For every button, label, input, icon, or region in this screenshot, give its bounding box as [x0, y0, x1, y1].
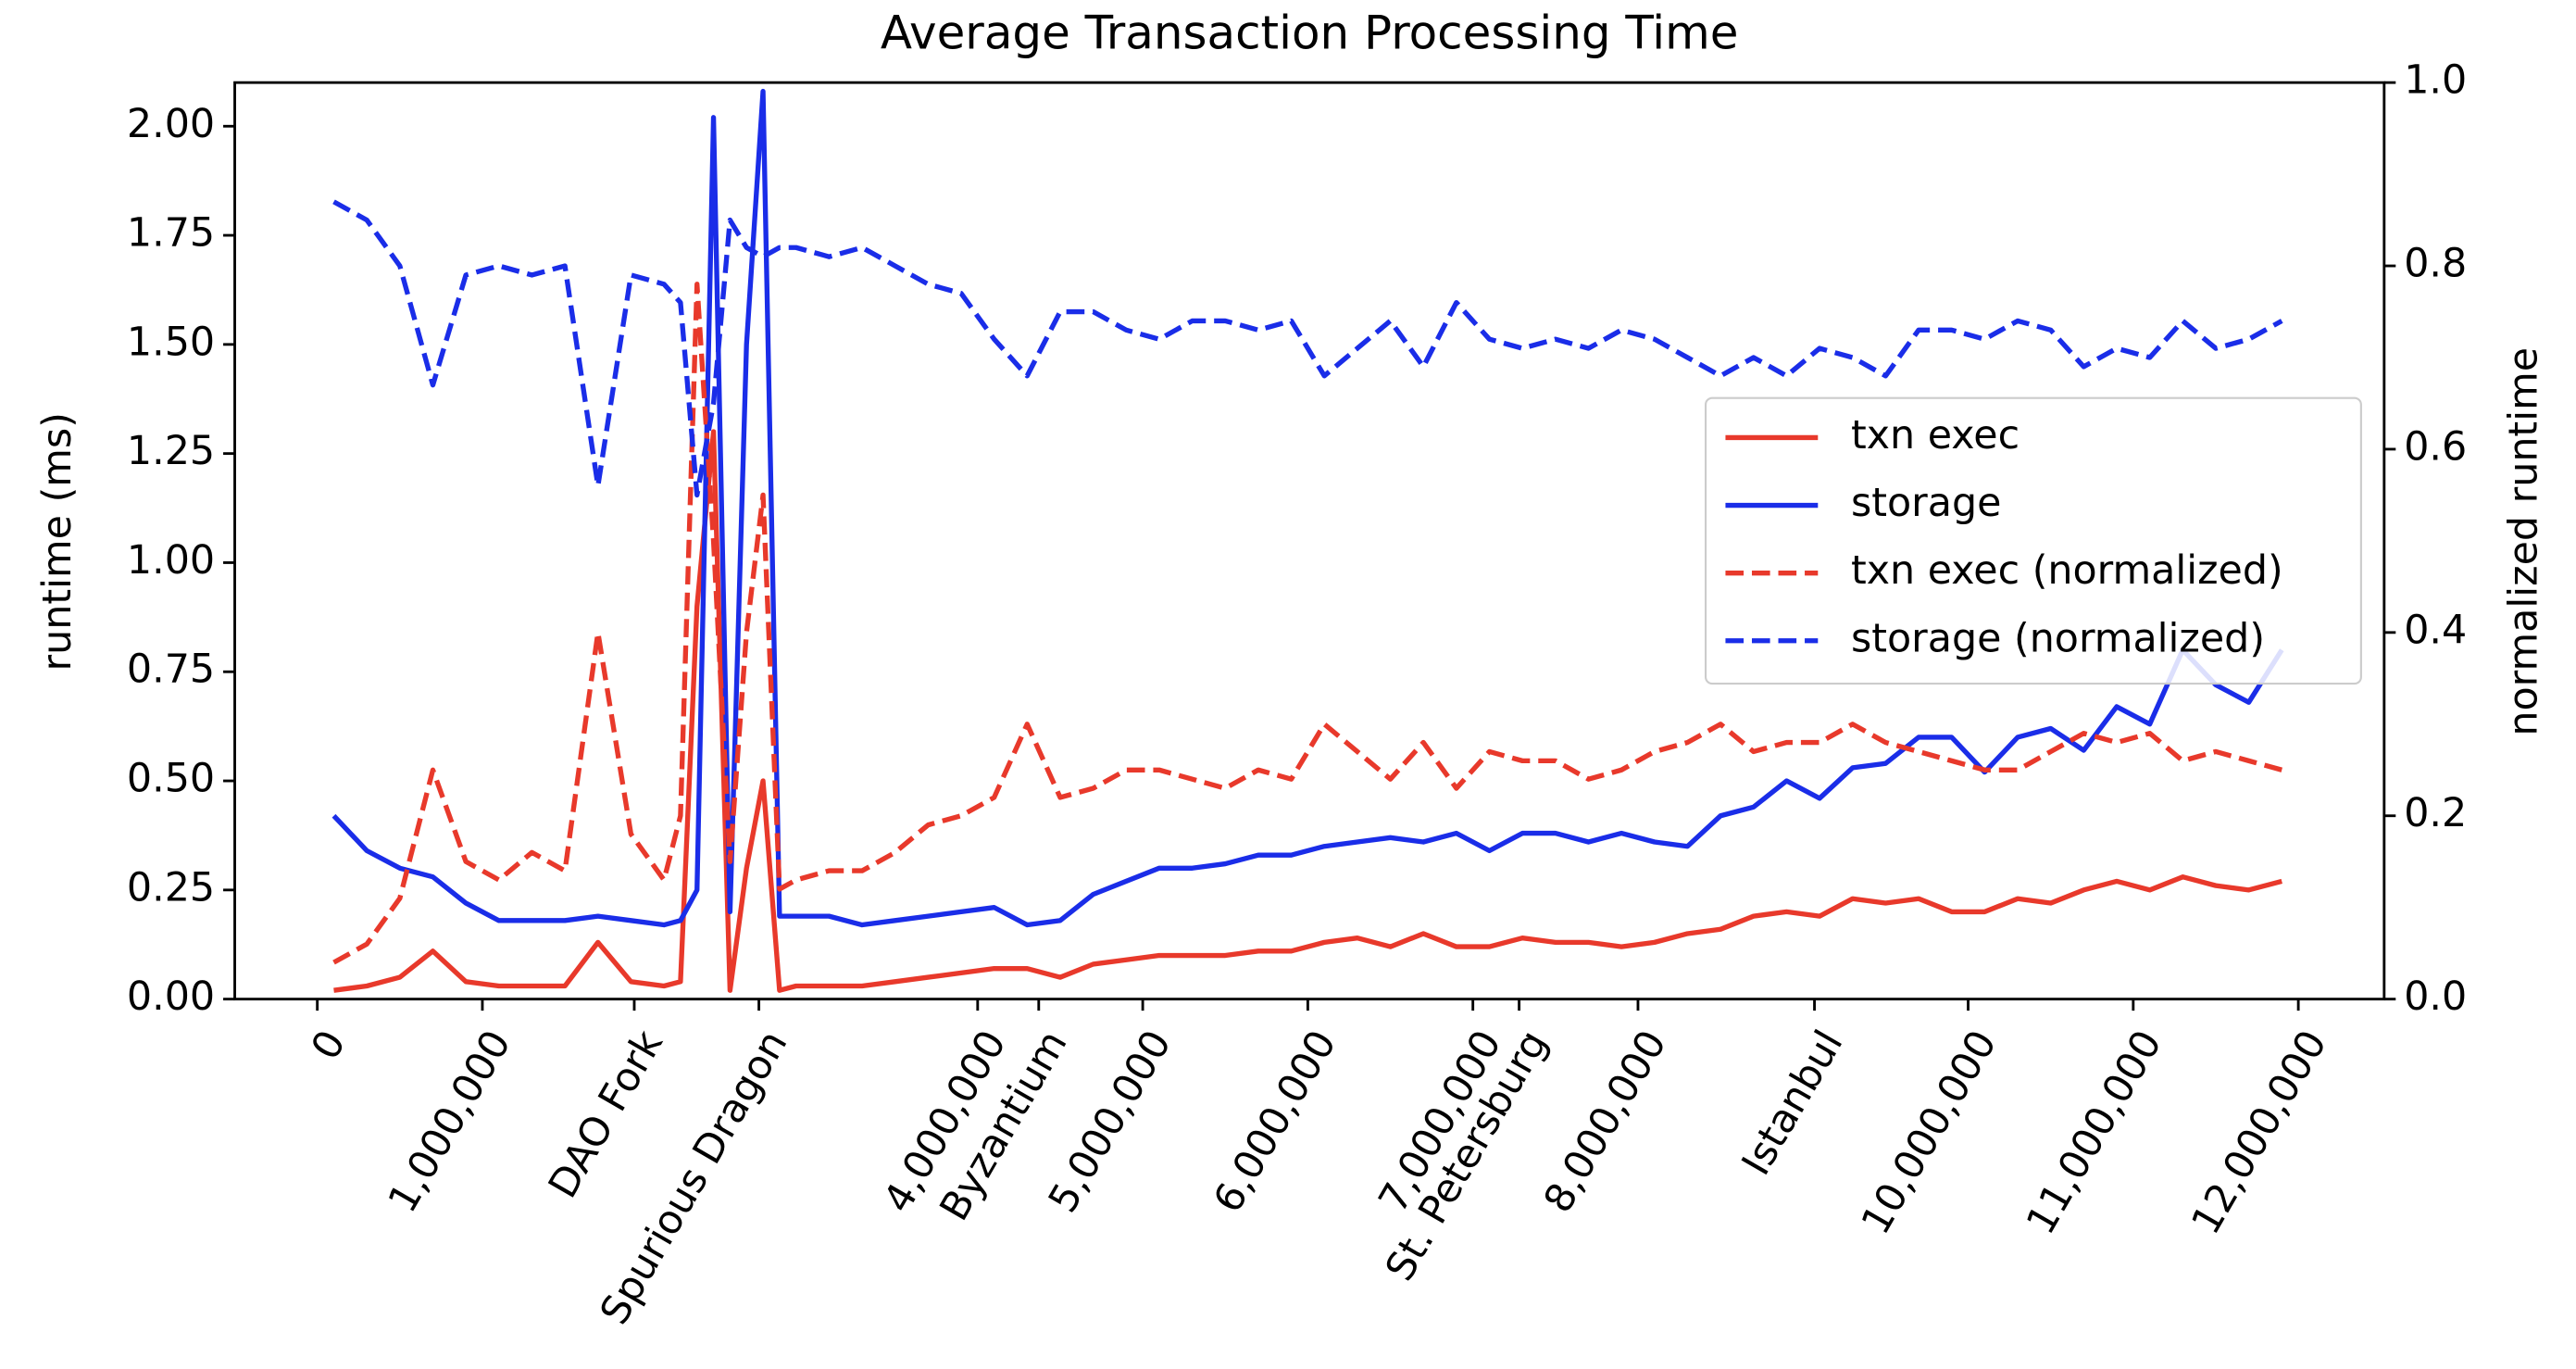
y2-tick-label: 0.2	[2404, 790, 2467, 836]
series-line	[332, 199, 2283, 498]
y-tick-label: 1.25	[127, 428, 215, 474]
y2-tick-label: 0.8	[2404, 241, 2467, 287]
plot-frame	[233, 81, 2386, 1001]
legend-label: storage (normalized)	[1851, 615, 2265, 661]
x-tick-label: 10,000,000	[1853, 1023, 2007, 1242]
y-tick-label: 0.50	[127, 756, 215, 802]
x-tick-label: Istanbul	[1733, 1023, 1853, 1183]
chart-title: Average Transaction Processing Time	[881, 6, 1739, 60]
y-tick-label: 0.75	[127, 647, 215, 693]
x-tick-label: 8,000,000	[1535, 1023, 1676, 1220]
series-line	[333, 429, 2282, 993]
legend-label: storage	[1851, 480, 2001, 526]
series-line	[332, 282, 2283, 965]
y-axis-label: runtime (ms)	[34, 412, 81, 671]
x-tick-label: 12,000,000	[2182, 1023, 2336, 1242]
y-tick-label: 1.00	[127, 537, 215, 584]
x-tick-label: 1,000,000	[380, 1023, 520, 1220]
y-tick-label: 2.00	[127, 101, 215, 147]
y2-tick-label: 0.0	[2404, 973, 2467, 1020]
x-tick-label: 6,000,000	[1205, 1023, 1345, 1220]
y2-axis-label: normalized runtime	[2501, 347, 2547, 736]
y2-tick-label: 1.0	[2404, 57, 2467, 104]
y2-tick-label: 0.4	[2404, 607, 2467, 653]
y-tick-label: 0.00	[127, 973, 215, 1020]
series-line	[331, 88, 2284, 928]
x-tick-label: 11,000,000	[2018, 1023, 2171, 1242]
y-tick-label: 0.25	[127, 864, 215, 911]
y2-tick-label: 0.6	[2404, 423, 2467, 470]
x-tick-label: 0	[303, 1023, 356, 1068]
y-tick-label: 1.50	[127, 319, 215, 365]
legend-label: txn exec	[1851, 412, 2020, 458]
x-tick-label: DAO Fork	[540, 1023, 672, 1206]
y-tick-label: 1.75	[127, 210, 215, 257]
legend-box	[1704, 396, 2362, 685]
legend-label: txn exec (normalized)	[1851, 547, 2283, 594]
